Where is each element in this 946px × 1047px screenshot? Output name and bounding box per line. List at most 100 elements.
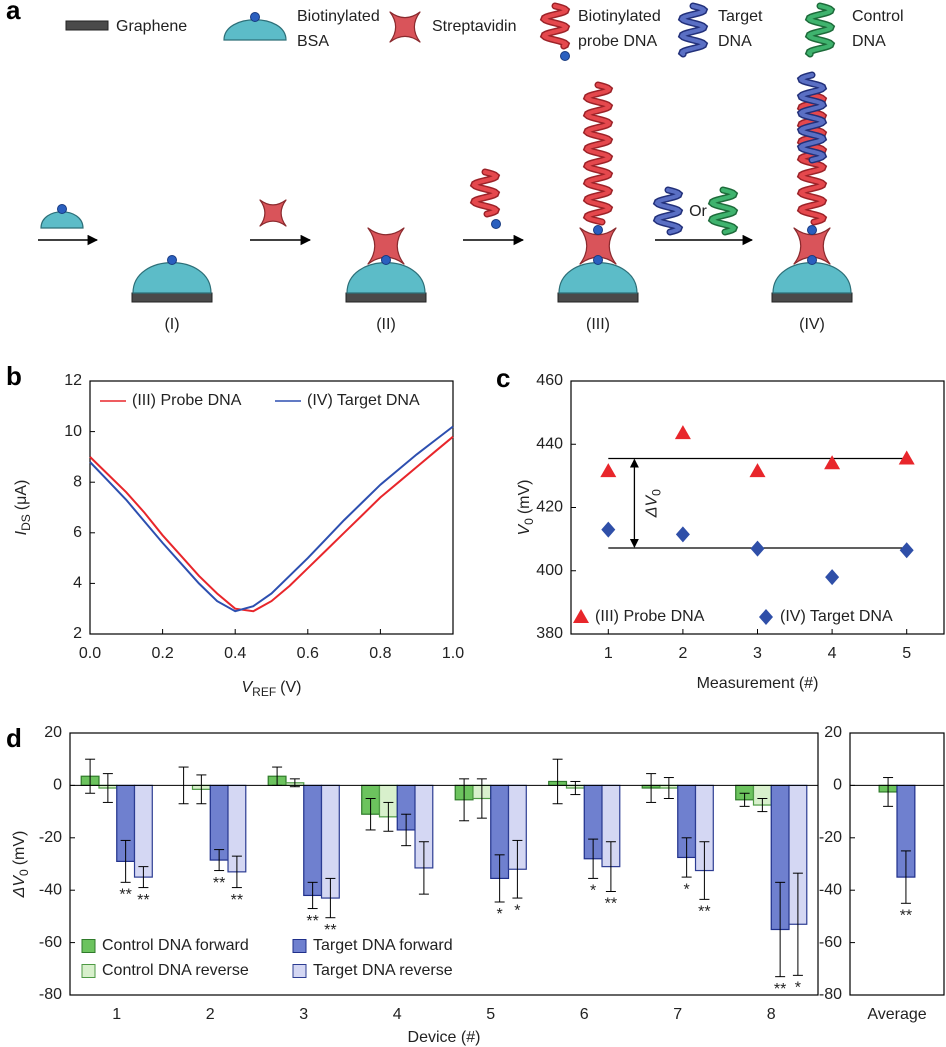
x-tick-label: 0.6 bbox=[297, 645, 319, 662]
x-tick-label: Average bbox=[867, 1006, 926, 1023]
error-bar bbox=[307, 881, 318, 910]
y-tick-label: -80 bbox=[819, 986, 842, 1003]
biotin bbox=[381, 255, 391, 265]
x-tick-label: 8 bbox=[767, 1006, 776, 1023]
biotin bbox=[560, 51, 570, 61]
scatter-point bbox=[674, 425, 691, 440]
legend-label: Target DNA forward bbox=[313, 937, 453, 954]
legend-swatch bbox=[573, 609, 589, 623]
error-bar bbox=[120, 839, 131, 883]
bar bbox=[209, 784, 229, 861]
graphene bbox=[771, 292, 853, 303]
significance-label: ** bbox=[605, 896, 617, 913]
error-bar bbox=[401, 813, 412, 847]
legend-label: probe DNA bbox=[578, 33, 657, 50]
error-bar bbox=[900, 850, 911, 904]
axis-label-main: V bbox=[242, 679, 254, 696]
axis-label-sub: DS bbox=[19, 514, 33, 531]
x-tick-label: 2 bbox=[206, 1006, 215, 1023]
axis-label: ΔV0 (mV) bbox=[11, 831, 31, 899]
error-bar bbox=[883, 777, 894, 807]
legend-label: (III) Probe DNA bbox=[132, 392, 242, 409]
legend-swatch bbox=[81, 964, 96, 978]
bsa-protein bbox=[132, 262, 212, 294]
axis-label-sub: 0 bbox=[17, 869, 31, 876]
x-tick-label: 0.2 bbox=[151, 645, 173, 662]
axis-label: ΔV0 bbox=[644, 489, 664, 518]
x-tick-label: 3 bbox=[299, 1006, 308, 1023]
legend-label: DNA bbox=[852, 33, 886, 50]
axis-label-main: ΔV bbox=[11, 875, 28, 899]
legend-label: Target DNA reverse bbox=[313, 962, 453, 979]
y-tick-label: 0 bbox=[53, 777, 62, 794]
error-bar bbox=[775, 881, 786, 978]
scatter-point bbox=[825, 569, 840, 586]
biotin bbox=[807, 225, 817, 235]
significance-label: ** bbox=[306, 913, 318, 930]
error-bar bbox=[85, 758, 96, 794]
legend-label: (IV) Target DNA bbox=[780, 608, 893, 625]
legend-swatch bbox=[292, 964, 307, 978]
significance-label: ** bbox=[774, 981, 786, 998]
significance-label: ** bbox=[213, 875, 225, 892]
error-bar bbox=[757, 798, 768, 813]
axis-label-unit: (μA) bbox=[13, 480, 30, 511]
error-bar bbox=[646, 773, 657, 803]
y-tick-label: 420 bbox=[536, 499, 563, 516]
axis-label: Measurement (#) bbox=[697, 675, 819, 692]
legend-label: Biotinylated bbox=[297, 8, 380, 25]
graphene bbox=[345, 292, 427, 303]
y-tick-label: -20 bbox=[39, 829, 62, 846]
streptavidin bbox=[389, 11, 421, 43]
y-tick-label: 12 bbox=[64, 372, 82, 389]
panel-label: a bbox=[6, 0, 21, 25]
biotin bbox=[593, 225, 603, 235]
error-bar bbox=[494, 854, 505, 903]
biotin bbox=[807, 255, 817, 265]
significance-label: ** bbox=[324, 922, 336, 939]
scatter-point bbox=[750, 540, 765, 557]
error-bar bbox=[681, 837, 692, 878]
graphene bbox=[557, 292, 639, 303]
dna-strand bbox=[679, 4, 707, 56]
y-tick-label: 0 bbox=[833, 777, 842, 794]
scatter-point bbox=[675, 526, 690, 543]
dna-strand bbox=[541, 4, 569, 48]
bsa-protein bbox=[772, 262, 852, 294]
legend-label: Control bbox=[852, 8, 904, 25]
x-tick-label: 3 bbox=[753, 645, 762, 662]
streptavidin bbox=[367, 227, 405, 265]
x-tick-label: 1.0 bbox=[442, 645, 464, 662]
biotin bbox=[250, 12, 260, 22]
error-bar bbox=[739, 792, 750, 807]
biotin bbox=[57, 204, 67, 214]
line-series bbox=[89, 435, 454, 613]
chart: -80 -60 -40 -20 0 20 Average ** bbox=[819, 724, 945, 1023]
error-bar bbox=[383, 801, 394, 832]
panel-label: c bbox=[496, 363, 510, 393]
y-tick-label: -60 bbox=[819, 934, 842, 951]
panel-label: d bbox=[6, 723, 22, 753]
plot-frame bbox=[570, 380, 945, 635]
error-bar bbox=[418, 841, 429, 895]
dna-strand bbox=[798, 73, 826, 162]
axis-label-unit: (mV) bbox=[11, 831, 28, 866]
axis-label: V0 (mV) bbox=[516, 479, 536, 535]
legend-label: Control DNA forward bbox=[102, 937, 249, 954]
dna-strand bbox=[798, 93, 826, 224]
error-bar bbox=[605, 841, 616, 893]
y-tick-label: 20 bbox=[44, 724, 62, 741]
x-tick-label: 5 bbox=[902, 645, 911, 662]
error-bar bbox=[792, 872, 803, 976]
plot-frame bbox=[849, 732, 945, 996]
legend-label: DNA bbox=[718, 33, 752, 50]
bsa-protein bbox=[346, 262, 426, 294]
axis-label-unit: (mV) bbox=[516, 479, 533, 514]
legend-label: Graphene bbox=[116, 18, 187, 35]
error-bar bbox=[365, 798, 376, 831]
scatter-point bbox=[749, 463, 766, 478]
stage-label: (IV) bbox=[799, 316, 825, 333]
scatter-point bbox=[600, 463, 617, 478]
